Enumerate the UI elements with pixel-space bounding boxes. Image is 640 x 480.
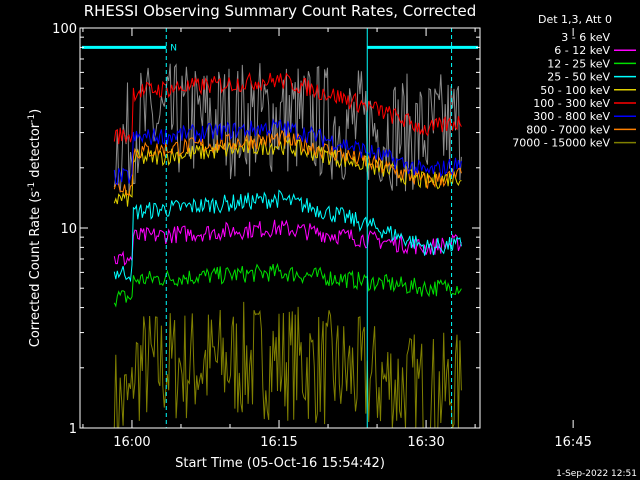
series-line-2	[113, 262, 462, 308]
series-line-6	[113, 118, 462, 186]
y-tick-label: 100	[52, 22, 77, 37]
annotation-n-label: N	[170, 43, 177, 53]
y-axis-label-sup: -1	[27, 182, 37, 191]
x-tick-label: 16:45	[554, 435, 591, 450]
legend-label: 800 - 7000 keV	[526, 123, 610, 136]
x-axis-label: Start Time (05-Oct-16 15:54:42)	[175, 456, 385, 471]
y-axis-label-sup2: -1	[27, 114, 37, 123]
y-tick-label: 1	[69, 422, 77, 437]
x-tick-label: 16:00	[113, 435, 150, 450]
legend-label: 12 - 25 keV	[547, 57, 610, 70]
legend-title: Det 1,3, Att 0	[538, 13, 612, 26]
axis-ticks: 16:0016:1516:3016:4517:0017:1517:3011010…	[52, 22, 592, 450]
timestamp: 1-Sep-2022 12:51	[556, 469, 637, 479]
annotation-layer: N	[82, 28, 478, 428]
series-line-5	[113, 71, 462, 145]
y-axis-label-tail: detector	[28, 122, 43, 182]
legend-label: 3 - 6 keV	[561, 31, 610, 44]
chart-title: RHESSI Observing Summary Count Rates, Co…	[84, 2, 477, 20]
legend-label: 300 - 800 keV	[533, 110, 610, 123]
legend-label: 100 - 300 keV	[533, 97, 610, 110]
x-tick-label: 16:15	[260, 435, 297, 450]
series-layer	[113, 63, 462, 429]
legend-label: 7000 - 15000 keV	[512, 137, 610, 150]
series-line-7	[113, 129, 462, 197]
y-axis-label-end: )	[28, 109, 43, 114]
legend-label: 6 - 12 keV	[554, 44, 610, 57]
legend-label: 50 - 100 keV	[540, 84, 610, 97]
legend-label: 25 - 50 keV	[547, 71, 610, 84]
series-line-0	[113, 63, 462, 193]
x-tick-label: 16:30	[407, 435, 444, 450]
series-line-8	[113, 301, 462, 429]
series-line-3	[113, 189, 462, 283]
y-tick-label: 10	[60, 222, 77, 237]
y-axis-label: Corrected Count Rate (s-1 detector-1)	[27, 109, 43, 347]
series-line-1	[113, 219, 462, 266]
y-axis-label-main: Corrected Count Rate (s	[28, 191, 43, 348]
